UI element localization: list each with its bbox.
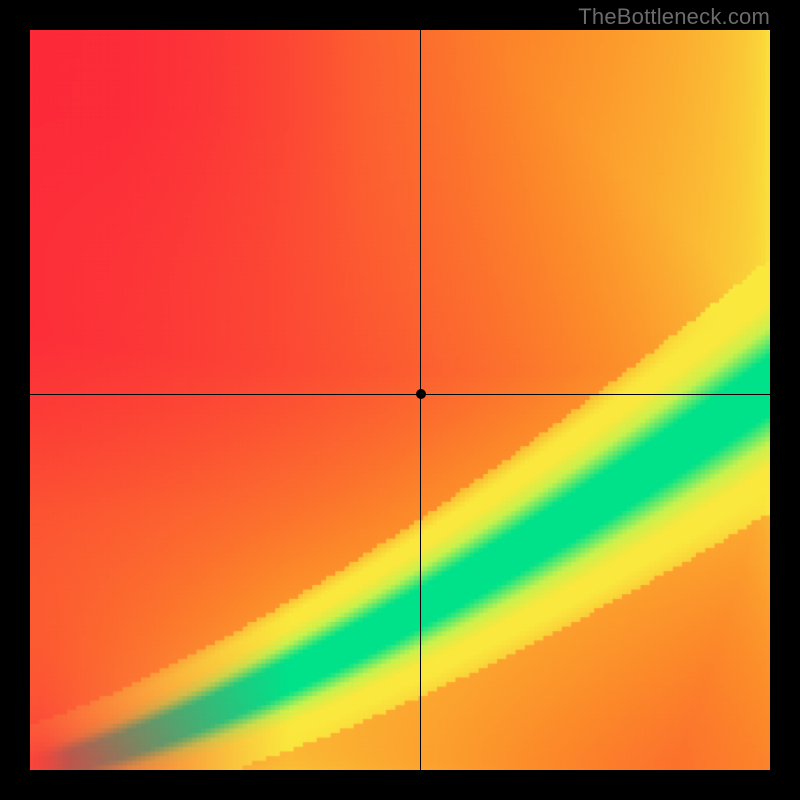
crosshair-vertical xyxy=(420,30,421,770)
watermark-text: TheBottleneck.com xyxy=(578,4,770,30)
crosshair-marker xyxy=(416,389,426,399)
heatmap-plot xyxy=(30,30,770,770)
crosshair-horizontal xyxy=(30,394,770,395)
